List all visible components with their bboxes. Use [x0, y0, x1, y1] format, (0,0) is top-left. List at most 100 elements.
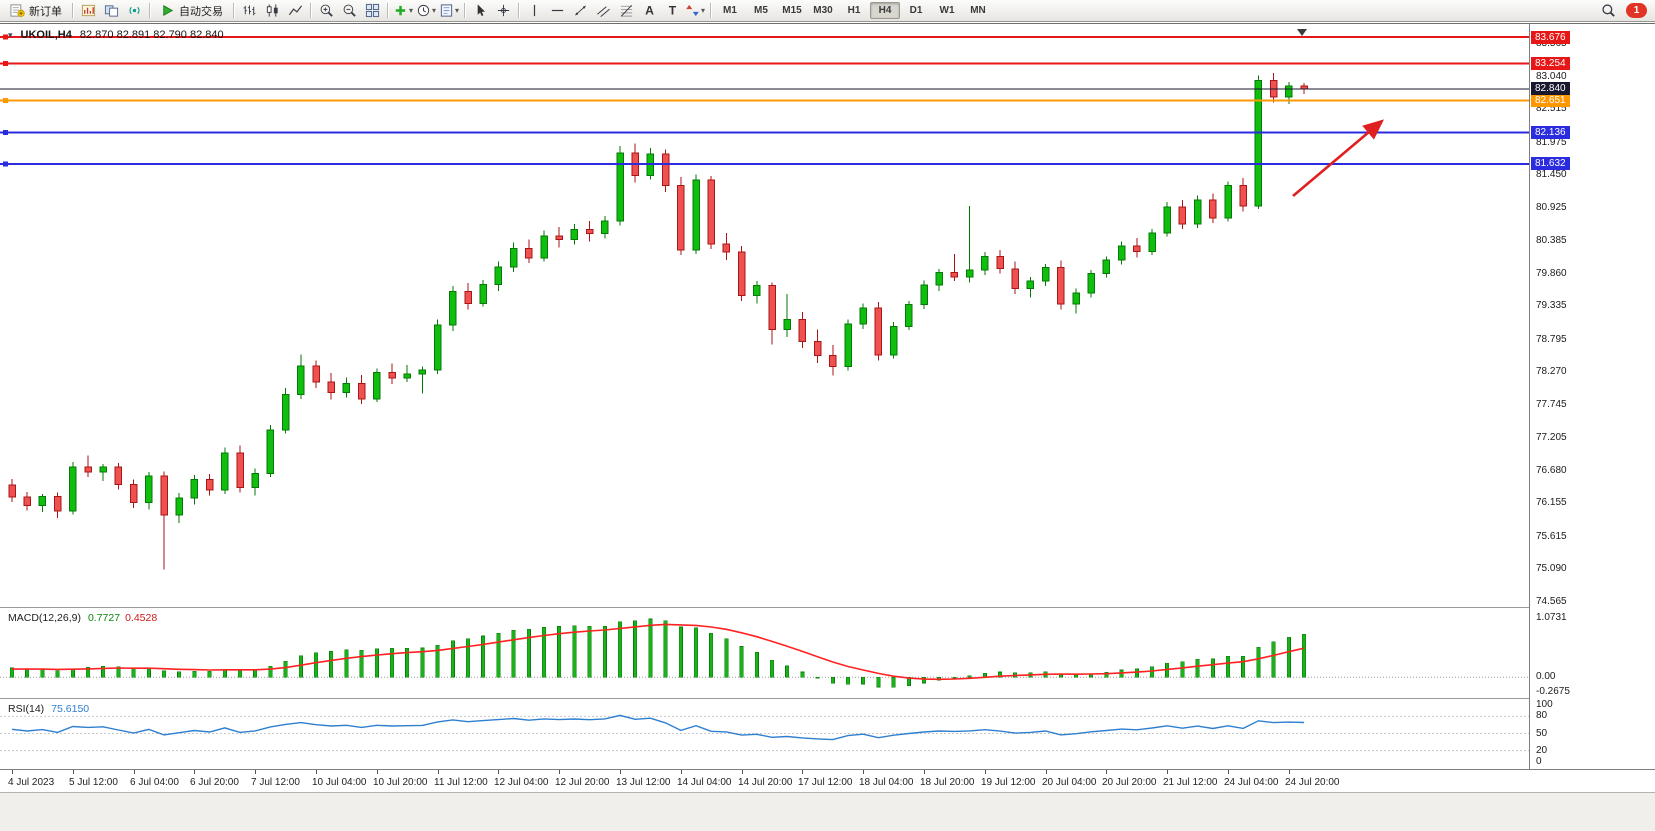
timeframe-w1[interactable]: W1	[939, 5, 955, 16]
time-tick	[1167, 770, 1168, 774]
market-watch-button[interactable]	[100, 1, 122, 20]
toolbar-separator	[72, 3, 73, 18]
toolbar-separator	[233, 3, 234, 18]
trendline-button[interactable]	[569, 1, 591, 20]
cursor-button[interactable]	[469, 1, 491, 20]
crosshair-button[interactable]	[492, 1, 514, 20]
horizontal-price-line[interactable]	[0, 60, 1529, 66]
rsi-value: 75.6150	[51, 703, 90, 715]
horizontal-line-button[interactable]	[546, 1, 568, 20]
tile-windows-button[interactable]	[361, 1, 383, 20]
fibonacci-button[interactable]	[615, 1, 637, 20]
time-tick-label: 24 Jul 20:00	[1285, 777, 1340, 788]
macd-histogram	[10, 618, 1307, 688]
new-order-button[interactable]: 新订单	[4, 1, 68, 20]
zoom-out-button[interactable]	[338, 1, 360, 20]
time-tick	[1228, 770, 1229, 774]
price-tick-label: 76.680	[1536, 465, 1567, 476]
indicator-plus-icon	[393, 3, 408, 18]
time-tick	[985, 770, 986, 774]
macd-label: MACD(12,26,9) 0.7727 0.4528	[8, 612, 157, 624]
bar-chart-button[interactable]	[238, 1, 260, 20]
candlestick-chart-button[interactable]	[261, 1, 283, 20]
indicators-button[interactable]: ▾	[392, 1, 414, 20]
search-icon[interactable]	[1597, 1, 1619, 20]
channel-icon	[596, 3, 611, 18]
price-tick-label: 82.515	[1536, 103, 1567, 114]
rsi-tick-label: 100	[1536, 699, 1553, 710]
rsi-tick-label: 20	[1536, 745, 1548, 756]
templates-button[interactable]: ▾	[438, 1, 460, 20]
line-chart-button[interactable]	[284, 1, 306, 20]
time-tick-label: 14 Jul 04:00	[677, 777, 732, 788]
time-tick-label: 4 Jul 2023	[8, 777, 55, 788]
timeframe-mn[interactable]: MN	[970, 5, 986, 16]
price-tick-label: 77.205	[1536, 432, 1567, 443]
periods-button[interactable]: ▾	[415, 1, 437, 20]
arrows-button[interactable]: ▾	[684, 1, 706, 20]
timeframe-h4[interactable]: H4	[870, 2, 900, 19]
timeframe-m5[interactable]: M5	[754, 5, 768, 16]
text-label-button[interactable]: T	[661, 1, 683, 20]
horizontal-price-line[interactable]	[0, 130, 1529, 136]
fibo-icon	[619, 3, 634, 18]
price-tick-label: 79.335	[1536, 300, 1567, 311]
equidistant-channel-button[interactable]	[592, 1, 614, 20]
time-tick-label: 11 Jul 12:00	[434, 777, 488, 788]
time-axis[interactable]: 4 Jul 2023 5 Jul 12:00 6 Jul 04:00 6 Jul 20…	[0, 769, 1655, 793]
autotrading-button[interactable]: 自动交易	[154, 1, 229, 20]
arrows-icon	[685, 3, 700, 18]
panel-separator[interactable]	[0, 698, 1655, 699]
chart-shift-marker[interactable]	[1297, 29, 1307, 36]
horizontal-price-line[interactable]	[0, 34, 1529, 40]
clock-icon	[416, 3, 431, 18]
rsi-label: RSI(14) 75.6150	[8, 703, 89, 715]
time-tick	[194, 770, 195, 774]
price-tick-label: 83.040	[1536, 71, 1567, 82]
time-tick-label: 17 Jul 12:00	[798, 777, 853, 788]
time-tick	[620, 770, 621, 774]
time-tick	[1046, 770, 1047, 774]
timeframe-m1[interactable]: M1	[723, 5, 737, 16]
charts-window-button[interactable]	[77, 1, 99, 20]
horizontal-price-line[interactable]	[0, 98, 1529, 104]
chart-title: ▾ UKOIL,H4 82.870 82.891 82.790 82.840	[8, 29, 224, 41]
time-tick-label: 18 Jul 04:00	[859, 777, 914, 788]
notification-badge[interactable]: 1	[1626, 3, 1647, 18]
rsi-tick-label: 0	[1536, 756, 1542, 767]
time-tick	[438, 770, 439, 774]
price-tick-label: 80.925	[1536, 202, 1567, 213]
time-tick	[498, 770, 499, 774]
time-tick	[1289, 770, 1290, 774]
candlestick-series	[8, 72, 1308, 570]
time-tick	[1106, 770, 1107, 774]
vertical-line-button[interactable]	[523, 1, 545, 20]
timeframe-m30[interactable]: M30	[813, 5, 833, 16]
zoom-in-button[interactable]	[315, 1, 337, 20]
ohlc-values: 82.870 82.891 82.790 82.840	[79, 29, 224, 41]
macd-signal-value: 0.4528	[125, 612, 158, 624]
timeframe-h1[interactable]: H1	[847, 5, 861, 16]
toolbar-right: 1	[1597, 1, 1651, 20]
time-tick	[255, 770, 256, 774]
time-tick	[316, 770, 317, 774]
price-tick-label: 78.270	[1536, 366, 1567, 377]
time-tick-label: 10 Jul 04:00	[312, 777, 367, 788]
signals-button[interactable]	[123, 1, 145, 20]
price-axis[interactable]: 83.56583.04082.51581.97581.45080.92580.3…	[1529, 24, 1655, 769]
text-button[interactable]: A	[638, 1, 660, 20]
toolbar: 新订单 自动交易 ▾ ▾ ▾ A T ▾ M1 M5 M15 M30 H1 H4 D1 W1 MN 1	[0, 0, 1655, 22]
time-tick	[802, 770, 803, 774]
text-a-icon: A	[642, 3, 657, 18]
horizontal-price-line[interactable]	[0, 161, 1529, 167]
time-tick	[377, 770, 378, 774]
timeframe-m15[interactable]: M15	[782, 5, 802, 16]
trend-arrow-annotation[interactable]	[1292, 119, 1384, 197]
timeframe-d1[interactable]: D1	[909, 5, 923, 16]
toolbar-buttons: 新订单 自动交易 ▾ ▾ ▾ A T ▾ M1 M5 M15 M30 H1 H4 D1 W1 MN	[4, 1, 993, 20]
panel-separator[interactable]	[0, 607, 1655, 608]
toolbar-separator	[387, 3, 388, 18]
linechart-icon	[288, 3, 303, 18]
price-tick-label: 78.795	[1536, 334, 1567, 345]
one-click-trading-toggle[interactable]: ▾	[8, 29, 13, 40]
